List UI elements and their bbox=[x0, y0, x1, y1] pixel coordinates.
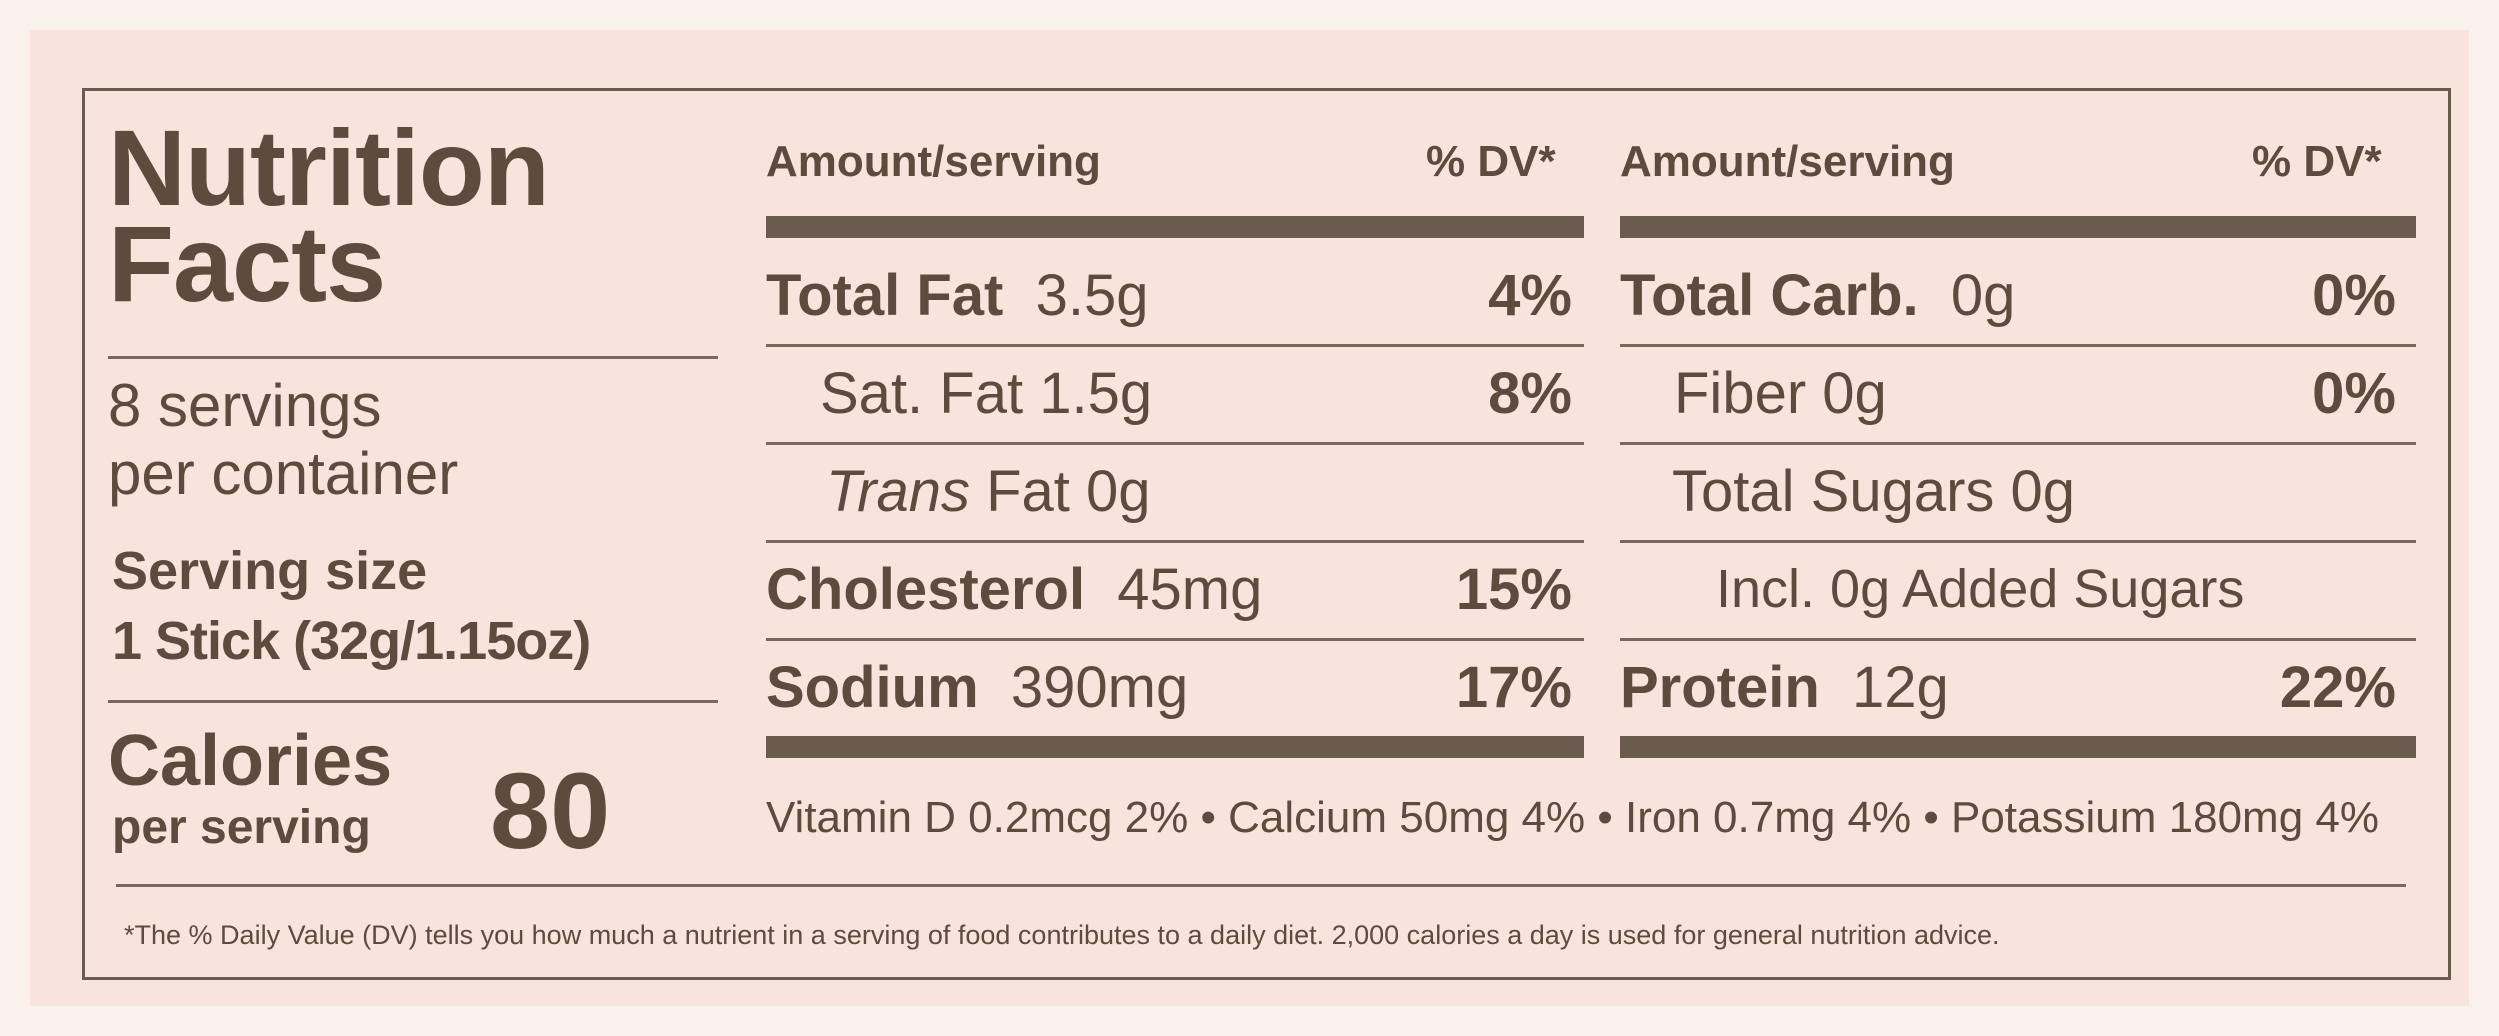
label-background bbox=[30, 30, 2469, 1006]
cholesterol-label: Cholesterol bbox=[766, 557, 1086, 622]
total-sugars-label: Total Sugars 0g bbox=[1672, 459, 2076, 524]
sodium-amount: 390mg bbox=[1010, 655, 1189, 720]
title-line-1: Nutrition bbox=[108, 107, 550, 228]
row-divider bbox=[1620, 638, 2416, 641]
protein-row: Protein 12g bbox=[1620, 654, 1949, 721]
cholesterol-dv: 15% bbox=[1455, 557, 1572, 622]
daily-value-footnote: *The % Daily Value (DV) tells you how mu… bbox=[124, 920, 2000, 951]
total-fat-row: Total Fat 3.5g bbox=[766, 262, 1148, 329]
sodium-dv: 17% bbox=[1455, 655, 1572, 720]
carb-dv: 0% bbox=[2312, 263, 2396, 328]
added-sugars-label: Incl. 0g Added Sugars bbox=[1716, 559, 2245, 619]
title: Nutrition Facts bbox=[108, 107, 550, 324]
carb-row: Total Carb. 0g bbox=[1620, 262, 2015, 329]
cholesterol-amount: 45mg bbox=[1117, 557, 1263, 622]
trans-fat-rest: Fat 0g bbox=[969, 459, 1151, 524]
sodium-row: Sodium 390mg bbox=[766, 654, 1188, 721]
serving-size-label: Serving size bbox=[112, 541, 428, 601]
row-divider bbox=[1620, 442, 2416, 445]
thick-rule bbox=[1620, 216, 2416, 238]
vitamins-minerals-line: Vitamin D 0.2mcg 2% • Calcium 50mg 4% • … bbox=[766, 793, 2379, 842]
sodium-label: Sodium bbox=[766, 655, 979, 720]
servings-line-2: per container bbox=[108, 440, 459, 507]
row-divider bbox=[766, 638, 1584, 641]
total-fat-dv: 4% bbox=[1488, 263, 1572, 328]
serving-size-value: 1 Stick (32g/1.15oz) bbox=[112, 611, 591, 671]
cholesterol-row: Cholesterol 45mg bbox=[766, 556, 1262, 623]
row-divider bbox=[766, 344, 1584, 347]
fiber-dv: 0% bbox=[2312, 361, 2396, 426]
calories-value: 80 bbox=[490, 750, 611, 871]
footnote-star: * bbox=[124, 920, 135, 950]
protein-label: Protein bbox=[1620, 655, 1820, 720]
footnote-divider bbox=[116, 884, 2406, 887]
title-line-2: Facts bbox=[108, 203, 386, 324]
footnote-text: The % Daily Value (DV) tells you how muc… bbox=[134, 920, 2000, 950]
row-divider bbox=[1620, 540, 2416, 543]
trans-italic: Trans bbox=[826, 459, 970, 524]
sat-fat-label: Sat. Fat 1.5g bbox=[820, 361, 1153, 426]
sat-fat-dv: 8% bbox=[1488, 361, 1572, 426]
trans-fat-row: Trans Fat 0g bbox=[826, 458, 1151, 525]
thick-rule bbox=[766, 216, 1584, 238]
protein-amount: 12g bbox=[1852, 655, 1949, 720]
amount-header-right: Amount/serving bbox=[1620, 137, 1955, 186]
total-fat-amount: 3.5g bbox=[1035, 263, 1149, 328]
row-divider bbox=[766, 540, 1584, 543]
protein-dv: 22% bbox=[2279, 655, 2396, 720]
divider bbox=[108, 700, 718, 703]
carb-amount: 0g bbox=[1950, 263, 2016, 328]
nutrition-facts-panel bbox=[82, 88, 2451, 980]
divider bbox=[108, 356, 718, 359]
row-divider bbox=[1620, 344, 2416, 347]
dv-header-right: % DV* bbox=[2252, 137, 2382, 186]
servings-per-container: 8 servings per container bbox=[108, 372, 458, 508]
dv-header-left: % DV* bbox=[1426, 137, 1556, 186]
carb-label: Total Carb. bbox=[1620, 263, 1919, 328]
total-fat-label: Total Fat bbox=[766, 263, 1004, 328]
servings-line-1: 8 servings bbox=[108, 372, 382, 439]
calories-label: Calories bbox=[108, 721, 393, 801]
amount-header-left: Amount/serving bbox=[766, 137, 1101, 186]
calories-sub-label: per serving bbox=[112, 801, 371, 854]
thick-rule bbox=[766, 736, 1584, 758]
fiber-label: Fiber 0g bbox=[1674, 361, 1887, 426]
thick-rule bbox=[1620, 736, 2416, 758]
row-divider bbox=[766, 442, 1584, 445]
